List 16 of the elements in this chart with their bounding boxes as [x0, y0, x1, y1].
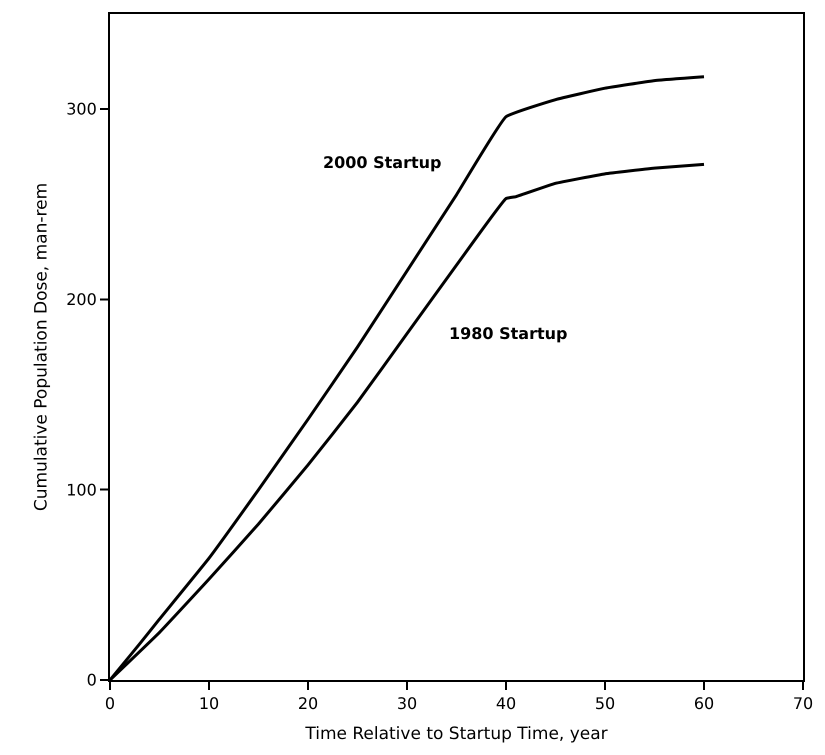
x-tick-label: 60	[694, 694, 714, 714]
x-tick-label: 70	[792, 694, 814, 714]
y-tick-label: 0	[86, 670, 97, 690]
y-tick-label: 300	[66, 100, 97, 119]
x-tick-label: 10	[198, 694, 220, 714]
x-tick-label: 40	[496, 694, 516, 714]
y-axis-title: Cumulative Population Dose, man-rem	[31, 182, 52, 512]
y-tick-label: 200	[66, 290, 97, 310]
y-tick-label: 100	[66, 480, 97, 500]
x-tick-label: 50	[594, 694, 616, 714]
x-axis-title: Time Relative to Startup Time, year	[304, 724, 608, 744]
series-label: 2000 Startup	[323, 153, 442, 172]
x-tick-label: 0	[104, 694, 116, 714]
x-tick-label: 30	[396, 694, 418, 714]
x-tick-label: 20	[298, 694, 318, 714]
series-label: 1980 Startup	[449, 324, 568, 343]
